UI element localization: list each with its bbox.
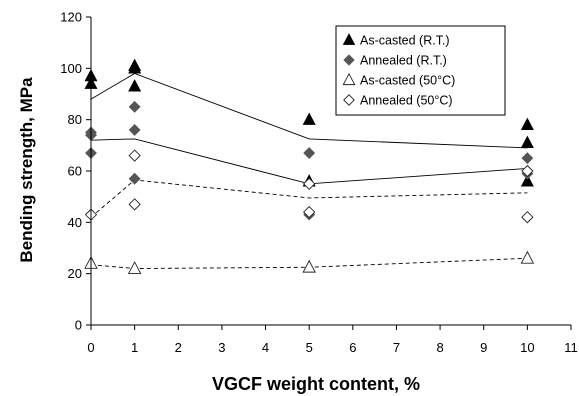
x-tick-label: 0 [87,340,94,355]
data-point-series-2 [128,172,141,185]
data-point-series-4 [521,164,534,178]
x-tick-label: 11 [564,340,578,355]
legend-box [335,25,506,116]
y-tick-label: 40 [68,215,82,230]
data-point-series-2 [128,100,141,113]
x-tick-label: 1 [131,340,138,355]
y-tick-label: 100 [60,61,82,76]
y-tick-label: 0 [75,318,82,333]
trend-line-2 [90,138,528,185]
data-point-series-3 [127,261,142,274]
y-tick-label: 20 [68,266,82,281]
trend-line-4 [90,179,528,218]
data-point-series-3 [520,250,535,264]
x-tick-label: 4 [262,340,269,355]
x-axis-title: VGCF weight content, % [212,374,420,394]
y-tick-label: 60 [68,164,82,179]
y-tick-label: 80 [68,112,82,127]
axes [86,16,572,330]
data-point-series-1 [520,135,534,148]
x-tick-label: 9 [480,340,487,355]
data-point-series-4 [128,198,141,211]
data-point-series-1 [128,79,142,92]
legend-marker-2 [343,54,355,66]
data-point-series-1 [128,58,142,71]
trend-line-3 [90,257,528,269]
data-point-series-4 [521,211,534,224]
trend-line-1 [90,72,528,149]
data-point-series-4 [128,149,141,162]
x-tick-label: 5 [306,340,313,355]
legend-label-4: Annealed (50°C) [360,94,453,108]
data-point-series-1 [302,112,316,125]
legend-marker-3 [342,72,356,86]
legend-label-2: Annealed (R.T.) [360,54,447,68]
tick-labels: 0 20 40 60 80 100 120 0 1 2 3 4 5 6 7 8 9 10 11 [60,10,577,356]
data-point-series-1 [520,117,534,130]
x-tick-label: 10 [520,340,534,355]
legend-label-1: As-casted (R.T.) [360,34,450,48]
y-axis-title: Bending strength, MPa [17,77,36,263]
x-tick-label: 6 [349,340,356,355]
x-tick-label: 8 [436,340,443,355]
x-tick-label: 2 [175,340,182,355]
trend-lines [90,72,528,269]
legend-label-3: As-casted (50°C) [360,74,455,88]
data-point-series-3 [302,259,316,273]
data-point-series-2 [521,152,534,165]
legend-marker-4 [343,94,355,106]
x-tick-label: 3 [218,340,225,355]
data-point-series-4 [303,177,316,190]
legend-marker-1 [342,33,356,45]
data-point-series-2 [303,147,316,159]
data-point-series-4 [303,205,316,219]
data-point-series-2 [128,124,141,136]
x-tick-label: 7 [393,340,400,355]
data-point-series-1 [520,174,534,187]
y-tick-label: 120 [60,10,82,25]
legend: As-casted (R.T.) Annealed (R.T.) As-casted… [335,25,506,116]
